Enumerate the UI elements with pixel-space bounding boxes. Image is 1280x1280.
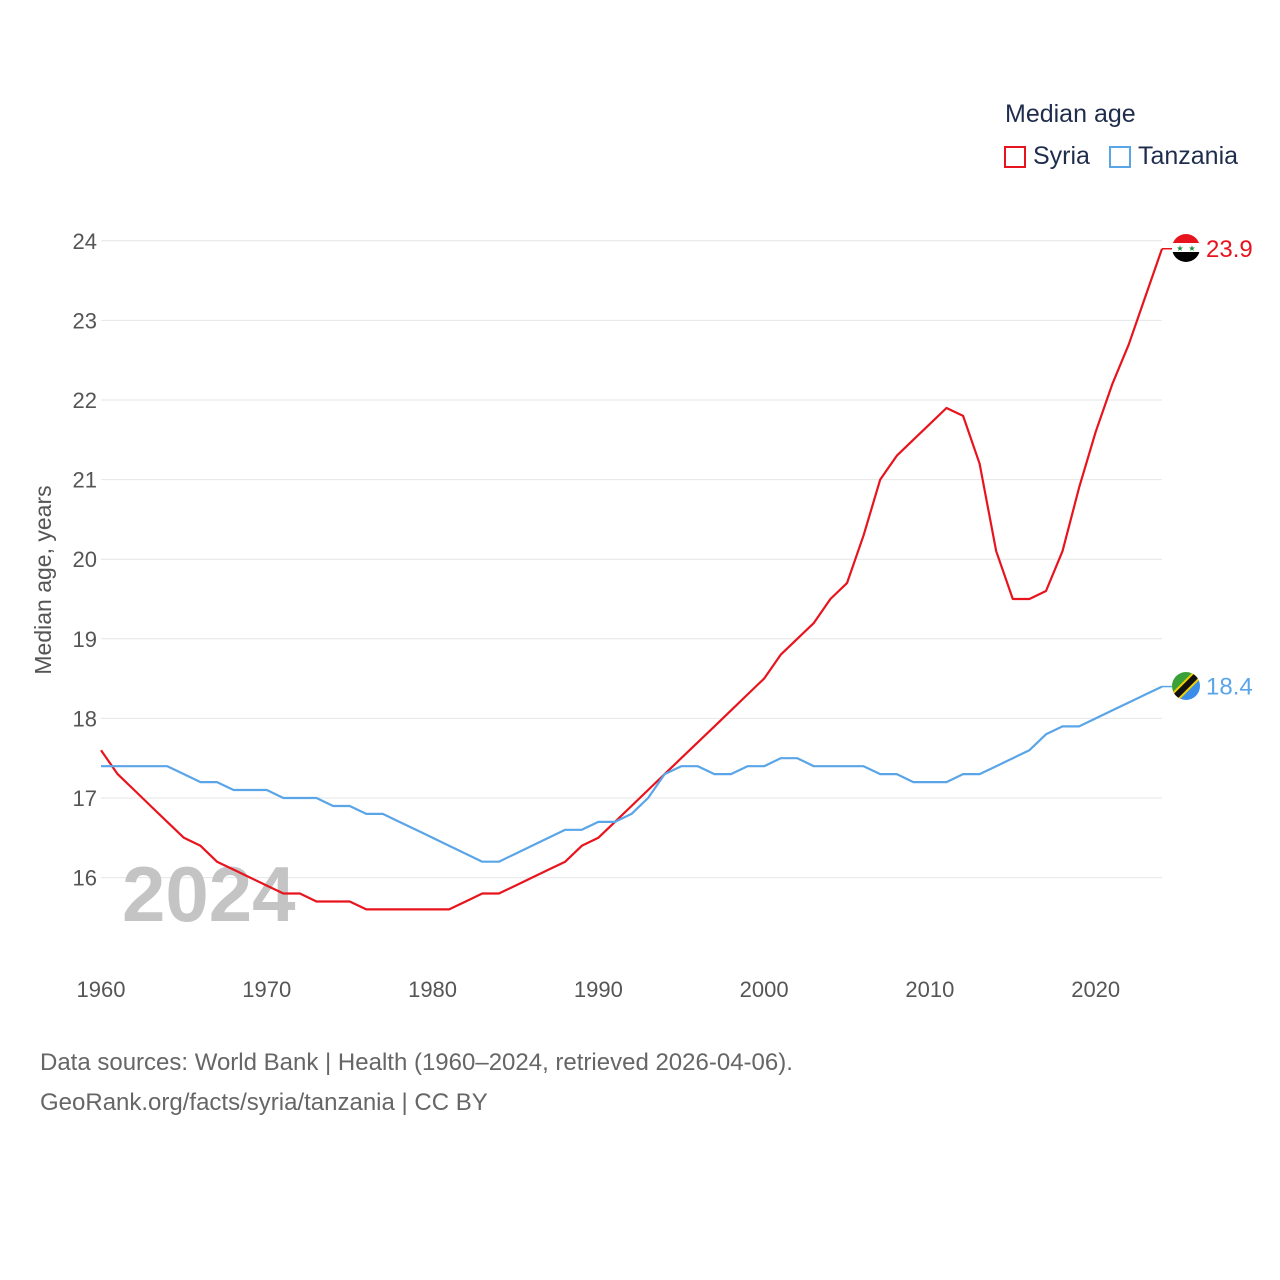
y-tick-label: 24 — [73, 229, 97, 254]
end-value-label-tanzania: 18.4 — [1206, 674, 1253, 701]
x-tick-label: 2010 — [905, 977, 954, 1002]
y-tick-label: 22 — [73, 388, 97, 413]
y-tick-label: 19 — [73, 627, 97, 652]
legend-label-tanzania: Tanzania — [1137, 142, 1239, 170]
y-tick-label: 23 — [73, 308, 97, 333]
line-chart: 16 17 18 19 20 21 22 23 24 1960 1970 1980 1990 2000 2… — [30, 229, 1253, 1002]
legend-item-tanzania[interactable]: Tanzania — [1108, 142, 1239, 171]
x-tick-label: 2020 — [1071, 977, 1120, 1002]
x-tick-label: 1970 — [242, 977, 291, 1002]
y-tick-label: 20 — [73, 547, 97, 572]
legend-swatch-tanzania — [1108, 145, 1131, 168]
x-tick-label: 1980 — [408, 977, 457, 1002]
legend-label-syria: Syria — [1033, 142, 1090, 170]
y-tick-labels: 16 17 18 19 20 21 22 23 24 — [73, 229, 97, 891]
y-tick-label: 18 — [73, 706, 97, 731]
source-line-2[interactable]: GeoRank.org/facts/syria/tanzania | CC BY — [40, 1089, 488, 1116]
source-note: Data sources: World Bank | Health (1960–… — [40, 1043, 793, 1123]
x-tick-label: 1990 — [574, 977, 623, 1002]
y-tick-label: 21 — [73, 468, 97, 493]
source-line-1: Data sources: World Bank | Health (1960–… — [40, 1049, 793, 1076]
tanzania-flag-icon — [1172, 672, 1200, 700]
x-tick-labels: 1960 1970 1980 1990 2000 2010 2020 — [77, 977, 1121, 1002]
legend-item-syria[interactable]: Syria — [1004, 142, 1090, 171]
x-tick-label: 1960 — [77, 977, 126, 1002]
series-line-syria[interactable] — [100, 248, 1164, 911]
syria-flag-icon: ★ ★ — [1172, 234, 1200, 262]
y-tick-label: 16 — [73, 866, 97, 891]
grid-lines — [101, 240, 1162, 879]
legend: Syria Tanzania — [1004, 142, 1257, 171]
year-watermark: 2024 — [122, 850, 296, 938]
y-tick-label: 17 — [73, 786, 97, 811]
svg-text:★: ★ — [1188, 244, 1195, 253]
legend-swatch-syria — [1004, 145, 1026, 168]
end-value-label-syria: 23.9 — [1206, 236, 1253, 263]
x-tick-label: 2000 — [740, 977, 789, 1002]
legend-title: Median age — [1005, 100, 1136, 128]
svg-text:★: ★ — [1176, 244, 1183, 253]
series-line-tanzania[interactable] — [101, 685, 1163, 863]
y-axis-label: Median age, years — [30, 485, 56, 674]
